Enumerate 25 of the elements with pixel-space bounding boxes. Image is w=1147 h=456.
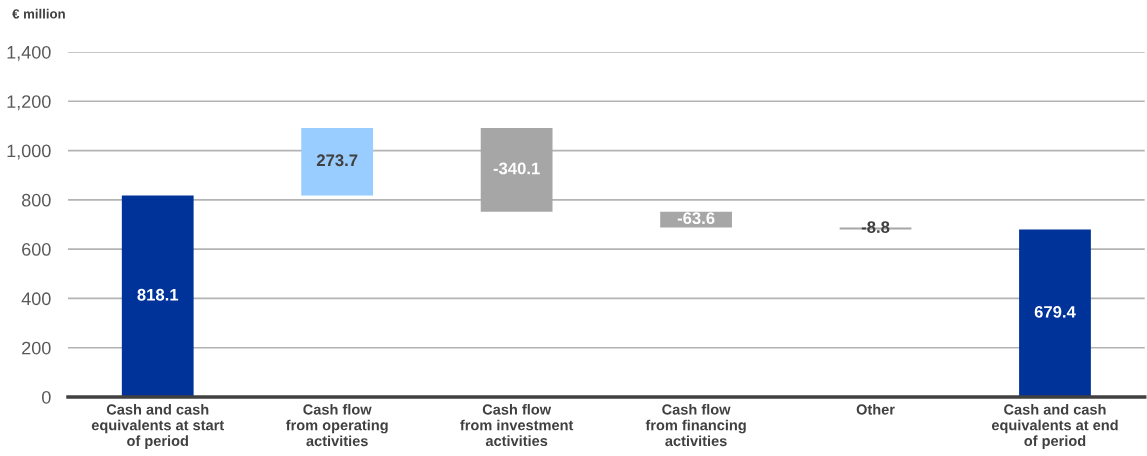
y-tick-label: 400 (21, 292, 51, 306)
bar (1019, 229, 1091, 397)
data-label: -63.6 (677, 212, 715, 225)
data-label: -340.1 (493, 162, 540, 175)
bar (480, 127, 553, 212)
x-tick-label: Cash and cash equivalents at start of period (91, 403, 225, 449)
x-tick-label: Cash and cash equivalents at end of period (991, 403, 1118, 449)
x-tick-label: Cash flow from investment activities (460, 403, 574, 447)
y-tick-label: 200 (22, 341, 51, 355)
data-label: 818.1 (137, 288, 179, 301)
y-tick-label: 1,400 (7, 45, 51, 61)
y-tick-label: 800 (22, 193, 51, 207)
x-tick-label: Cash flow from operating activities (285, 403, 388, 447)
y-tick-label: 0 (42, 390, 51, 404)
data-label: -8.8 (861, 221, 890, 233)
bar (121, 195, 194, 397)
y-tick-label: 1,200 (7, 95, 51, 111)
y-tick-label: 1,000 (7, 144, 51, 160)
data-label: 273.7 (316, 154, 358, 167)
x-tick-label: Other (856, 403, 895, 415)
y-axis-title: € million (12, 8, 65, 19)
bar (301, 127, 374, 196)
y-tick-label: 600 (22, 243, 51, 256)
data-label: 679.4 (1034, 305, 1076, 318)
x-tick-label: Cash flow from financing activities (645, 403, 746, 447)
